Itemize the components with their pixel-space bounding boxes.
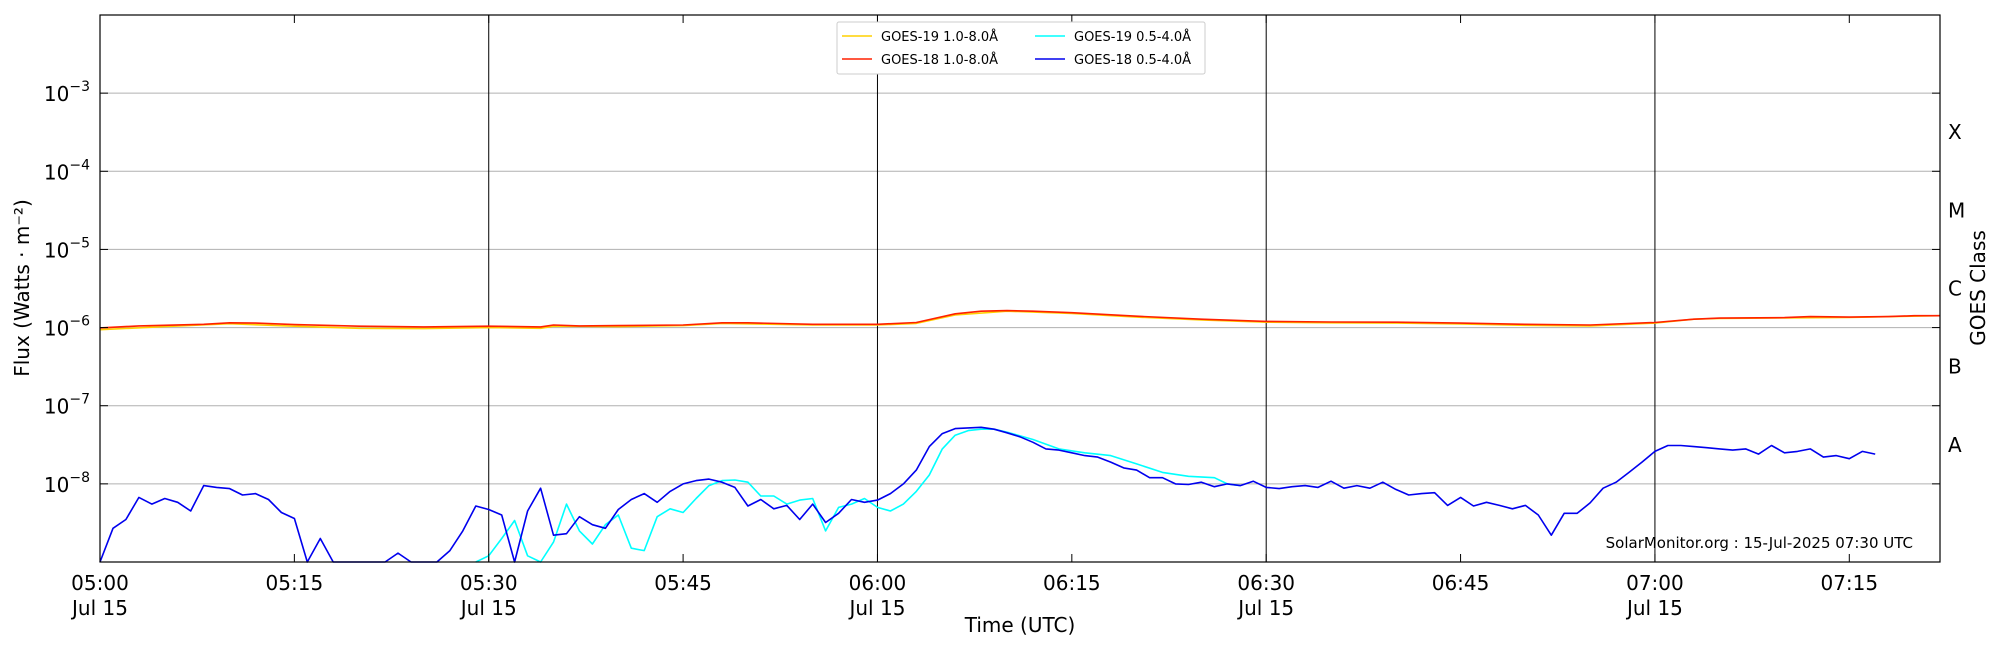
series-line-2 — [475, 428, 1241, 563]
plot-frame — [99, 14, 1941, 563]
x-tick-label: 05:45 — [654, 571, 712, 595]
goes-class-label: A — [1948, 433, 1962, 457]
grid-layer — [100, 92, 1940, 485]
series-line-1 — [99, 309, 1940, 329]
goes-class-label: C — [1948, 277, 1962, 301]
goes-class-axis-title: GOES Class — [1966, 230, 1990, 346]
y-tick-label: 10−3 — [44, 79, 90, 106]
y-tick-label: 10−6 — [44, 314, 90, 341]
day-marker-layer — [488, 15, 1656, 562]
x-tick-label: 05:00 — [71, 571, 129, 595]
x-tick-label: 05:15 — [266, 571, 324, 595]
x-tick-date-label: Jul 15 — [1625, 596, 1683, 620]
legend-box — [836, 21, 1206, 75]
legend-label-goes19-short: GOES-19 0.5-4.0Å — [1074, 29, 1191, 45]
x-tick-label: 06:30 — [1237, 571, 1295, 595]
series-line-3 — [99, 426, 1876, 563]
x-tick-date-label: Jul 15 — [1236, 596, 1294, 620]
x-tick-date-label: Jul 15 — [459, 596, 517, 620]
series-layer — [99, 309, 1941, 563]
x-tick-label: 06:15 — [1043, 571, 1101, 595]
goes-class-labels: A B C M X — [1948, 120, 1965, 457]
x-axis-title: Time (UTC) — [964, 613, 1076, 637]
x-tick-label: 05:30 — [460, 571, 518, 595]
y-tick-label: 10−7 — [44, 392, 90, 419]
y-axis-title: Flux (Watts · m⁻²) — [10, 199, 34, 377]
goes-class-label: M — [1948, 198, 1965, 222]
y-axis-ticks: 10−8 10−7 10−6 10−5 10−4 10−3 — [44, 79, 1940, 497]
x-tick-label: 06:00 — [849, 571, 907, 595]
x-tick-label: 07:15 — [1820, 571, 1878, 595]
x-tick-label: 07:00 — [1626, 571, 1684, 595]
y-tick-label: 10−5 — [44, 235, 90, 262]
legend-label-goes18-long: GOES-18 1.0-8.0Å — [881, 52, 998, 68]
legend-label-goes19-long: GOES-19 1.0-8.0Å — [881, 29, 998, 45]
x-tick-label: 06:45 — [1432, 571, 1490, 595]
x-tick-date-label: Jul 15 — [70, 596, 128, 620]
watermark-text: SolarMonitor.org : 15-Jul-2025 07:30 UTC — [1606, 534, 1913, 552]
legend: GOES-19 1.0-8.0Å GOES-18 1.0-8.0Å GOES-1… — [836, 21, 1206, 75]
legend-label-goes18-short: GOES-18 0.5-4.0Å — [1074, 52, 1191, 68]
goes-class-label: B — [1948, 355, 1962, 379]
x-tick-date-label: Jul 15 — [847, 596, 905, 620]
goes-class-label: X — [1948, 120, 1962, 144]
y-tick-label: 10−4 — [44, 157, 90, 184]
y-tick-label: 10−8 — [44, 470, 90, 497]
